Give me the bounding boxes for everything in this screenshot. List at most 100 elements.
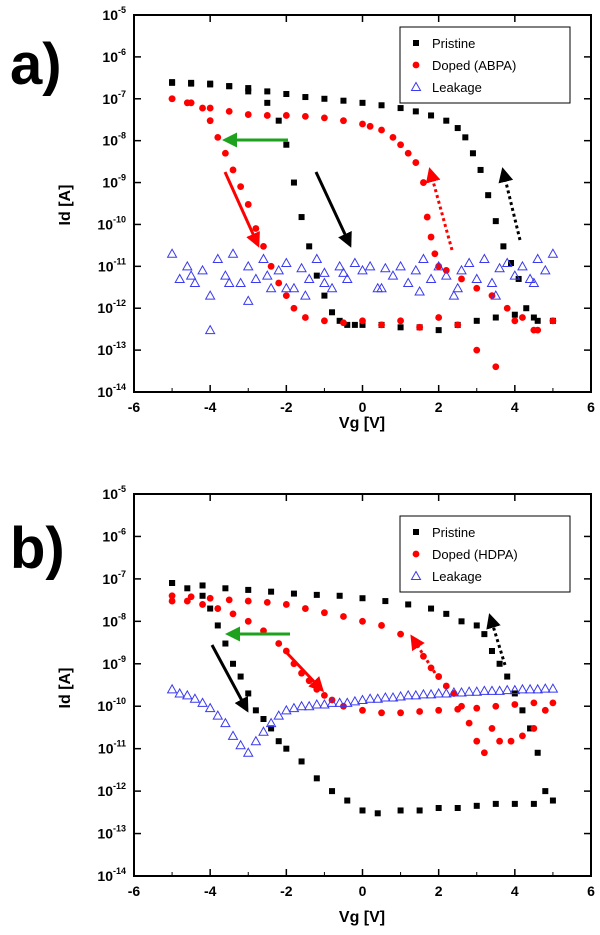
x-tick-label: -4 <box>204 399 217 415</box>
data-point <box>359 807 366 814</box>
y-tick-label: 10-9 <box>102 173 126 191</box>
data-point <box>290 179 297 186</box>
data-point <box>440 270 452 280</box>
data-point <box>222 585 229 592</box>
svg-text:Vg [V]: Vg [V] <box>339 415 385 432</box>
x-tick-label: -6 <box>128 399 141 415</box>
y-tick-label: 10-11 <box>98 256 126 274</box>
data-point <box>534 317 541 324</box>
data-point <box>258 726 269 736</box>
data-point <box>488 648 495 655</box>
data-point <box>244 111 252 118</box>
data-point <box>174 273 186 283</box>
data-point <box>260 242 267 250</box>
data-point <box>549 317 557 325</box>
legend-marker <box>413 529 419 535</box>
data-point <box>501 257 513 268</box>
data-point <box>547 248 559 258</box>
y-axis-title-b: Id [A] <box>57 668 74 709</box>
data-point <box>336 592 343 599</box>
data-point <box>359 617 366 625</box>
data-point <box>207 605 214 612</box>
data-point <box>230 660 237 667</box>
legend-label: Doped (ABPA) <box>432 58 516 73</box>
data-point <box>473 704 481 712</box>
data-point <box>321 114 328 122</box>
data-point <box>404 149 412 157</box>
data-point <box>485 192 492 199</box>
data-point <box>405 601 412 608</box>
data-point <box>427 233 435 241</box>
data-point <box>267 262 275 270</box>
data-point <box>397 630 404 638</box>
data-point <box>226 83 233 90</box>
data-point <box>303 700 315 711</box>
data-point <box>492 800 499 807</box>
y-tick-label: 10-10 <box>97 696 126 714</box>
data-point <box>509 270 521 280</box>
data-point <box>378 321 385 329</box>
data-point <box>298 214 305 221</box>
data-point <box>481 631 488 638</box>
data-point <box>541 706 549 714</box>
data-point <box>503 304 511 312</box>
data-point <box>300 290 311 300</box>
black-dotted-arrow-up-b <box>486 613 507 666</box>
y-tick-label: 10-6 <box>102 526 126 544</box>
data-point <box>288 282 300 293</box>
data-point <box>402 689 414 700</box>
x-axis-title-a: Vg [V] <box>339 415 385 432</box>
data-point <box>534 749 541 756</box>
data-point <box>207 81 214 88</box>
data-point <box>199 601 206 608</box>
data-point <box>229 610 237 618</box>
y-tick-label: 10-10 <box>97 214 126 232</box>
data-point <box>252 707 259 714</box>
data-point <box>359 317 366 325</box>
data-point <box>359 321 366 328</box>
data-point <box>275 738 282 745</box>
y-tick-label: 10-5 <box>102 5 126 23</box>
data-point <box>344 797 351 804</box>
data-point <box>473 317 480 324</box>
data-point <box>168 95 176 103</box>
x-tick-label: -4 <box>204 883 217 899</box>
data-point <box>275 117 282 124</box>
data-point <box>509 684 521 695</box>
annotation-arrows-a <box>222 132 522 251</box>
data-point <box>387 692 399 702</box>
data-point <box>283 745 290 752</box>
data-point <box>168 592 176 600</box>
x-tick-label: 6 <box>587 883 595 899</box>
data-layer-a <box>166 79 559 371</box>
red-dotted-arrow-up-b <box>410 634 437 674</box>
data-point <box>181 260 193 271</box>
data-point <box>378 126 385 134</box>
data-point <box>245 586 252 593</box>
data-point <box>364 260 376 271</box>
data-point <box>523 305 530 312</box>
data-point <box>321 691 328 699</box>
data-point <box>225 596 233 604</box>
data-point <box>397 324 404 331</box>
data-point <box>244 201 252 208</box>
data-point <box>359 595 366 602</box>
data-point <box>511 317 519 325</box>
red-arrow-down-b <box>284 650 325 693</box>
legend-label: Leakage <box>432 80 482 95</box>
data-point <box>492 702 500 710</box>
data-point <box>395 690 406 701</box>
data-point <box>416 807 423 814</box>
data-point <box>448 290 460 300</box>
data-point <box>462 134 469 141</box>
data-point <box>442 682 450 690</box>
data-point <box>410 264 422 275</box>
data-point <box>435 706 443 714</box>
data-point <box>480 749 488 757</box>
data-point <box>340 613 347 620</box>
data-point <box>500 243 507 250</box>
data-point <box>412 108 419 115</box>
data-point <box>227 730 239 740</box>
legend-marker <box>410 81 422 91</box>
